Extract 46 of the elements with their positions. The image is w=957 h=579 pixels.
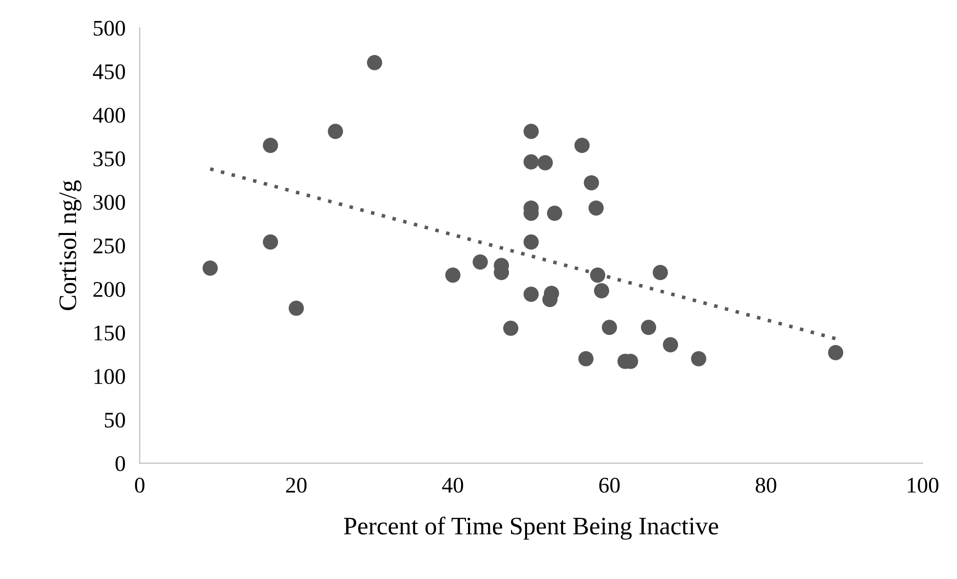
y-tick-label: 250	[93, 238, 125, 254]
point	[524, 286, 539, 302]
point	[547, 206, 562, 221]
point	[652, 264, 668, 280]
point	[538, 155, 553, 170]
y-tick-label: 400	[92, 108, 125, 123]
point	[202, 260, 218, 276]
point	[524, 234, 539, 250]
point	[445, 267, 460, 283]
point	[288, 300, 304, 316]
x-tick-label: 100	[908, 478, 938, 493]
point	[262, 138, 278, 153]
y-tick-label: 100	[94, 369, 125, 384]
x-tick-label: 80	[756, 478, 776, 493]
point	[602, 320, 618, 335]
point	[640, 320, 656, 335]
point	[828, 345, 844, 360]
y-tick-label: 450	[92, 64, 125, 80]
y-tick-label: 200	[93, 282, 125, 297]
point	[328, 124, 344, 140]
point	[366, 55, 382, 70]
y-axis-title: Cortisol ng/g	[58, 180, 82, 310]
x-tick-label: 60	[599, 478, 620, 493]
point	[524, 124, 539, 140]
point	[262, 234, 278, 250]
y-tick-label: 50	[104, 412, 125, 428]
point	[472, 254, 488, 270]
point	[503, 320, 518, 336]
point	[594, 283, 610, 298]
y-tick-label: 300	[94, 194, 125, 210]
y-tick-label: 500	[94, 20, 125, 36]
y-tick-label: 150	[94, 326, 125, 341]
x-axis-title: Percent of Time Spent Being Inactive	[344, 516, 718, 540]
point	[691, 351, 706, 366]
x-tick-label: 40	[442, 478, 464, 493]
point	[584, 175, 600, 190]
x-tick-label: 20	[286, 478, 307, 493]
point	[524, 154, 539, 170]
x-tick-label: 0	[135, 478, 144, 493]
y-tick-label: 350	[94, 151, 125, 166]
y-tick-label: 0	[116, 456, 125, 472]
point	[574, 138, 590, 153]
point	[588, 200, 604, 216]
point	[662, 337, 678, 352]
point	[590, 267, 606, 283]
point	[578, 351, 594, 366]
